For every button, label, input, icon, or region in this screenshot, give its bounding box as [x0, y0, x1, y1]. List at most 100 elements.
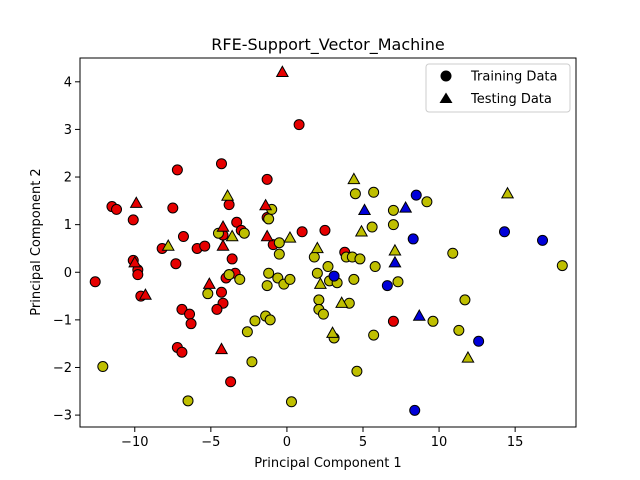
legend-triangle-marker	[439, 92, 453, 103]
y-tick-label: −2	[53, 361, 72, 376]
training-point	[273, 248, 285, 260]
testing-point	[500, 186, 515, 199]
testing-point	[221, 189, 235, 201]
legend-box	[425, 63, 571, 113]
training-point	[293, 119, 305, 131]
training-point	[308, 251, 320, 263]
training-point	[317, 308, 329, 320]
testing-point	[216, 239, 230, 251]
training-point	[348, 273, 360, 285]
training-point	[177, 231, 189, 243]
x-tick-label: −10	[121, 435, 148, 450]
testing-point	[461, 350, 475, 363]
training-point	[392, 276, 404, 288]
training-point	[351, 365, 363, 377]
training-point	[447, 247, 459, 259]
training-point	[387, 315, 399, 327]
y-tick-label: 3	[64, 123, 72, 138]
training-point	[354, 253, 366, 265]
training-point	[184, 308, 196, 320]
training-point	[261, 173, 273, 185]
training-point	[459, 294, 471, 306]
training-point	[97, 361, 109, 373]
chart-title: RFE-Support_Vector_Machine	[211, 35, 444, 55]
training-point	[421, 196, 433, 208]
training-point	[381, 280, 393, 292]
training-point	[234, 273, 246, 285]
testing-point	[326, 326, 340, 338]
testing-point	[283, 230, 297, 243]
testing-point	[214, 342, 229, 355]
testing-point	[399, 200, 413, 213]
testing-point	[128, 255, 142, 268]
legend-circle-marker	[440, 70, 452, 82]
training-point	[263, 213, 275, 225]
training-point	[89, 276, 101, 288]
training-point	[409, 404, 421, 416]
testing-point	[202, 277, 216, 289]
training-point	[199, 240, 211, 252]
training-point	[167, 202, 179, 214]
training-point	[238, 227, 250, 239]
legend: Training Data Testing Data	[425, 63, 571, 113]
y-tick-label: 4	[64, 75, 72, 90]
training-point	[427, 315, 439, 327]
x-tick-label: 0	[283, 435, 291, 450]
training-point	[387, 219, 399, 231]
training-point	[211, 303, 223, 315]
testing-point	[313, 277, 327, 289]
training-point	[349, 188, 361, 200]
legend-testing-label: Testing Data	[470, 92, 552, 107]
y-tick-label: 0	[64, 266, 72, 281]
x-tick-label: 5	[359, 435, 367, 450]
testing-point	[129, 196, 143, 208]
testing-point	[216, 220, 230, 232]
x-tick-label: −5	[201, 435, 220, 450]
testing-point	[310, 241, 324, 254]
testing-point	[357, 203, 372, 216]
training-point	[407, 233, 419, 245]
training-point	[369, 261, 381, 273]
training-point	[498, 226, 510, 238]
x-tick-label: 15	[507, 435, 524, 450]
training-point	[556, 260, 568, 272]
y-axis-label: Principal Component 2	[29, 168, 44, 315]
training-point	[322, 261, 334, 273]
training-point	[226, 253, 238, 265]
training-point	[249, 315, 261, 327]
data-points	[89, 65, 568, 416]
y-tick-label: 1	[64, 218, 72, 233]
training-point	[241, 326, 253, 338]
training-point	[127, 214, 139, 226]
testing-point	[259, 198, 273, 211]
training-point	[171, 164, 183, 176]
legend-training-label: Training Data	[470, 70, 557, 85]
x-tick-label: 10	[431, 435, 448, 450]
testing-point	[335, 296, 349, 308]
testing-point	[260, 229, 274, 242]
testing-point	[412, 309, 426, 321]
training-point	[261, 280, 273, 292]
training-point	[202, 288, 214, 300]
testing-point	[388, 255, 402, 268]
training-point	[215, 158, 227, 170]
training-point	[264, 314, 276, 326]
training-point	[366, 221, 378, 233]
testing-point	[388, 243, 402, 256]
x-axis-label: Principal Component 1	[254, 456, 401, 471]
training-point	[328, 270, 340, 282]
testing-point	[347, 172, 361, 185]
training-point	[185, 318, 197, 330]
training-point	[223, 199, 235, 211]
y-tick-label: −3	[53, 409, 72, 424]
training-point	[231, 216, 243, 228]
training-point	[263, 267, 275, 279]
y-tick-label: −1	[53, 313, 72, 328]
plot-frame	[79, 57, 577, 428]
training-point	[170, 258, 182, 270]
training-point	[111, 203, 123, 215]
training-point	[387, 204, 399, 216]
training-point	[285, 396, 297, 408]
